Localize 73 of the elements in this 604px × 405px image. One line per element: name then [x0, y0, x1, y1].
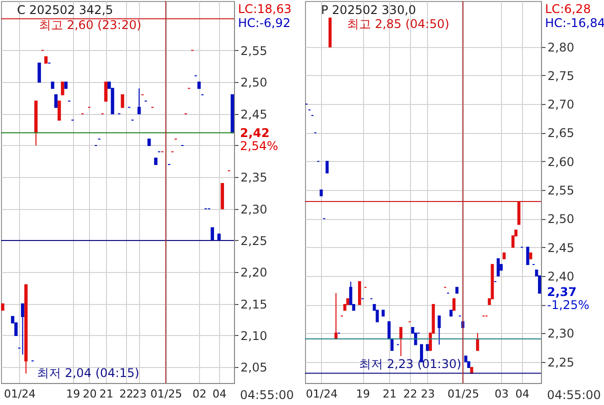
candlestick [20, 303, 24, 355]
x-tick-label: 01/25 [150, 388, 182, 400]
candlestick [334, 292, 338, 340]
x-tick-label: 23 [132, 388, 147, 400]
candlestick [517, 200, 520, 225]
candlestick [104, 82, 108, 102]
text: 2,37 [547, 285, 577, 299]
y-tick-label: 2,50 [548, 212, 574, 226]
x-tick-label: 22 [403, 388, 418, 400]
chart-title: C 202502 342,5 [17, 3, 114, 17]
y-tick-label: 2,45 [240, 107, 268, 122]
y-tick-label: 2,55 [548, 183, 574, 198]
text: 04:55:00 [547, 388, 601, 402]
y-tick-label: 2,55 [240, 44, 268, 58]
y-tick-label: 2,35 [240, 170, 268, 185]
candlestick [358, 281, 362, 306]
y-tick-label: 2,65 [548, 126, 574, 140]
x-tick-label: 01/24 [306, 388, 338, 400]
candlestick [60, 82, 64, 96]
x-tick-label: 04 [515, 388, 530, 400]
text: LC:6,28 [545, 2, 591, 16]
candlestick [326, 160, 329, 174]
x-tick-label: 21 [382, 388, 397, 400]
candlestick [399, 326, 402, 357]
x-tick-label: 04 [212, 388, 227, 400]
y-tick-label: 2,20 [240, 266, 268, 280]
candlestick [58, 100, 61, 121]
x-tick-label: 03 [494, 388, 509, 400]
annotation: 최고 2,85 (04:50) [347, 17, 450, 31]
x-tick-label: 22 [119, 388, 134, 400]
text: -1,25% [547, 298, 590, 312]
y-tick-label: 2,80 [548, 40, 574, 54]
y-tick-label: 2,25 [548, 355, 574, 370]
annotation: 최고 2,60 (23:20) [39, 18, 142, 32]
text: 2,42 [240, 126, 270, 140]
candlestick [496, 258, 500, 276]
y-tick-label: 2,50 [240, 76, 268, 90]
x-tick-label: 20 [82, 388, 97, 400]
x-tick-label: 19 [66, 388, 80, 400]
annotation: 최저 2,04 (04:15) [37, 366, 140, 380]
candlestick [476, 332, 480, 351]
x-tick-label: 23 [420, 388, 435, 400]
x-tick-label: 21 [99, 388, 114, 400]
candlestick [438, 315, 441, 346]
candlestick [526, 246, 530, 265]
candlestick [210, 227, 214, 241]
x-tick-label: 01/25 [447, 388, 480, 400]
annotation: 최저 2,23 (01:30) [359, 357, 462, 371]
candlestick [54, 94, 58, 108]
text: LC:18,63 [238, 2, 292, 16]
y-tick-label: 2,15 [240, 297, 268, 312]
y-tick-label: 2,40 [548, 269, 574, 284]
candlestick [120, 94, 124, 108]
y-tick-label: 2,10 [240, 328, 268, 343]
candlestick [452, 298, 456, 311]
y-tick-label: 2,05 [240, 360, 268, 375]
text: 2,54% [240, 139, 278, 153]
y-tick-label: 2,75 [548, 68, 574, 83]
y-tick-label: 2,25 [240, 234, 268, 248]
x-tick-label: 01/24 [4, 388, 36, 400]
y-tick-label: 2,45 [548, 240, 574, 255]
candlestick [38, 62, 41, 83]
chart-title: P 202502 330,0 [321, 3, 416, 17]
y-tick-label: 2,30 [548, 326, 574, 341]
y-tick-label: 2,60 [548, 154, 574, 169]
candlestick [137, 88, 141, 114]
y-tick-label: 2,70 [548, 98, 574, 112]
text: HC:-6,92 [238, 16, 290, 30]
x-tick-label: 19 [356, 388, 370, 400]
y-tick-label: 2,30 [240, 202, 268, 216]
x-tick-label: 02 [192, 388, 207, 400]
candlestick [388, 321, 391, 340]
text: 04:55:00 [240, 388, 294, 402]
